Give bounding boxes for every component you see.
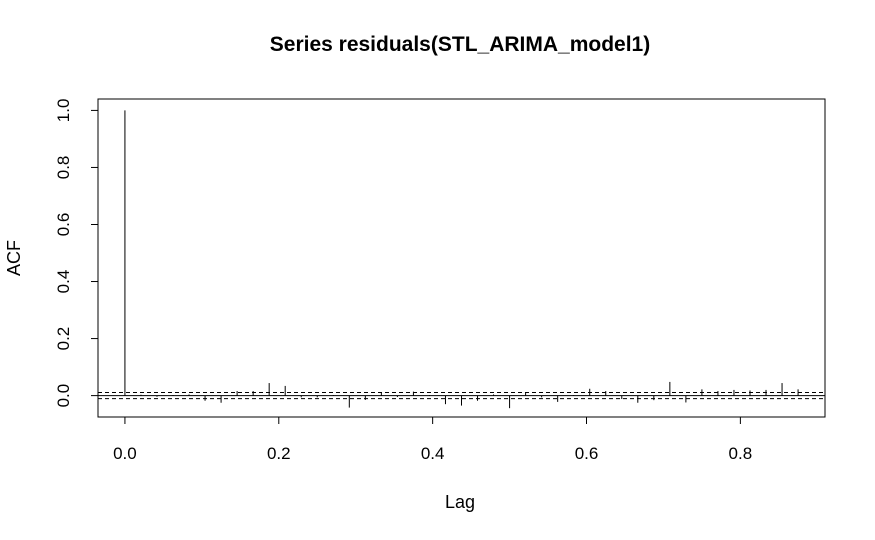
chart-title: Series residuals(STL_ARIMA_model1) — [270, 33, 650, 56]
y-tick-label: 0.4 — [54, 270, 73, 294]
axes: 0.0 0.2 0.4 0.6 0.8 0.0 0.2 0.4 0.6 0.8 1.0 — [54, 99, 752, 463]
x-axis-label: Lag — [445, 492, 475, 512]
y-tick-label: 0.2 — [54, 327, 73, 351]
x-tick-label: 0.8 — [729, 444, 753, 463]
y-tick-label: 0.8 — [54, 156, 73, 180]
plot-marks — [98, 110, 825, 409]
x-tick-label: 0.0 — [113, 444, 137, 463]
y-axis-label: ACF — [4, 240, 24, 276]
y-tick-label: 1.0 — [54, 99, 73, 123]
plot-frame — [97, 98, 826, 418]
y-tick-label: 0.6 — [54, 213, 73, 237]
x-tick-label: 0.4 — [421, 444, 445, 463]
x-tick-label: 0.2 — [267, 444, 291, 463]
x-tick-label: 0.6 — [575, 444, 599, 463]
y-tick-label: 0.0 — [54, 384, 73, 408]
